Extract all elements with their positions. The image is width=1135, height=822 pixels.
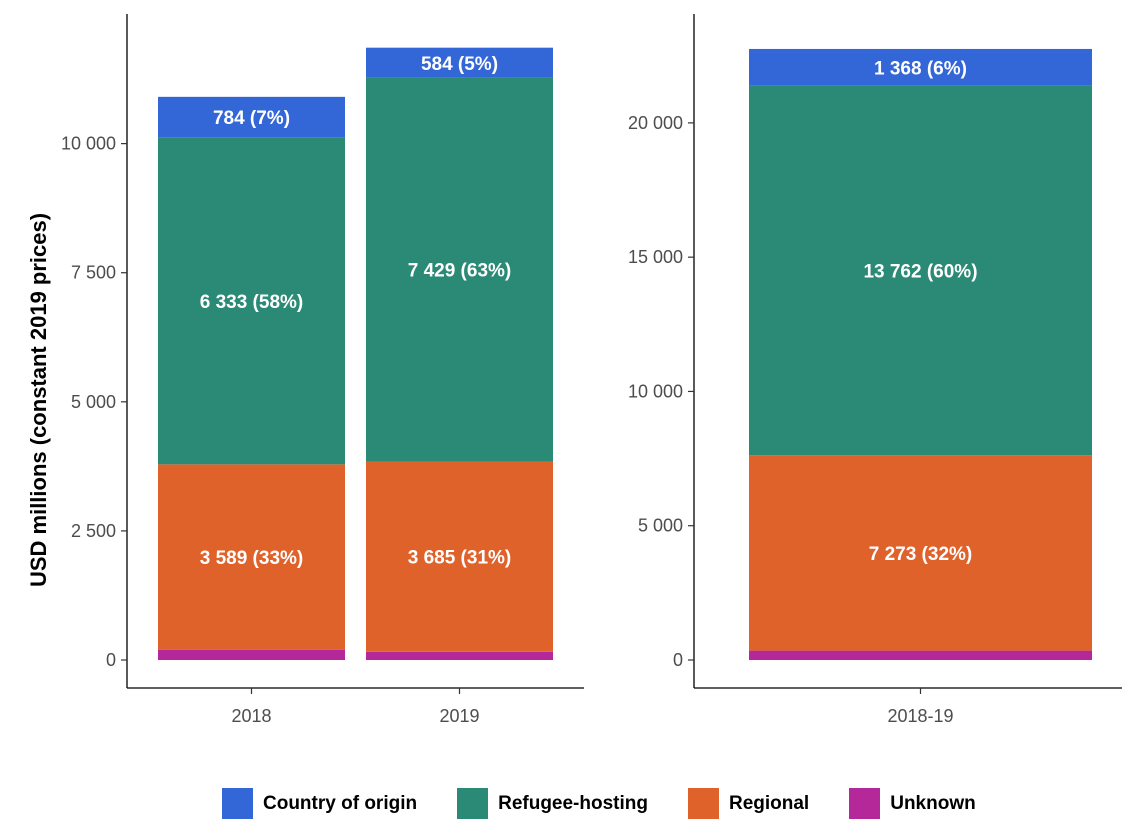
bar-2018-regional	[158, 464, 345, 650]
bar-2019-regional	[366, 461, 553, 652]
data-label-2018-19-regional: 7 273 (32%)	[869, 544, 973, 565]
x-tick-label-2018: 2018	[231, 706, 271, 726]
y-tick-label-1-1: 2 500	[71, 521, 116, 541]
data-label-2018-19-refugee-hosting: 13 762 (60%)	[863, 261, 977, 282]
bar-2018-19-unknown	[749, 650, 1092, 660]
legend-swatch-regional	[687, 788, 719, 819]
data-label-2018-country-of-origin: 784 (7%)	[213, 108, 290, 129]
legend-swatch-unknown	[849, 788, 881, 819]
legend-item-country-of-origin: Country of origin	[222, 788, 417, 819]
y-tick-label-1-3: 7 500	[71, 263, 116, 283]
chart-legend: Country of origin Refugee-hosting Region…	[222, 788, 1016, 819]
bar-2018-19-country-of-origin	[749, 48, 1092, 86]
data-label-2019-regional: 3 685 (31%)	[408, 548, 512, 569]
legend-label-unknown: Unknown	[890, 792, 976, 814]
bar-2019-unknown	[366, 651, 553, 660]
y-tick-label-2-3: 15 000	[628, 247, 683, 267]
data-label-2019-country-of-origin: 584 (5%)	[421, 54, 498, 75]
data-label-2018-regional: 3 589 (33%)	[200, 548, 304, 569]
legend-swatch-country-of-origin	[222, 788, 253, 819]
legend-label-refugee-hosting: Refugee-hosting	[498, 792, 648, 814]
data-label-2018-refugee-hosting: 6 333 (58%)	[200, 292, 304, 313]
legend-item-regional: Regional	[687, 788, 810, 819]
y-tick-label-2-0: 0	[673, 650, 683, 670]
data-label-2018-19-country-of-origin: 1 368 (6%)	[874, 58, 967, 79]
legend-item-unknown: Unknown	[849, 788, 976, 819]
y-tick-label-2-4: 20 000	[628, 113, 683, 133]
legend-label-regional: Regional	[728, 792, 810, 814]
bar-2018-refugee-hosting	[158, 137, 345, 465]
legend-label-country-of-origin: Country of origin	[263, 792, 418, 814]
legend-swatch-refugee-hosting	[457, 788, 489, 819]
y-tick-label-2-1: 5 000	[638, 516, 683, 536]
y-tick-label-1-2: 5 000	[71, 392, 116, 412]
bar-2018-unknown	[158, 649, 345, 660]
bar-2018-19-refugee-hosting	[749, 85, 1092, 456]
bar-2018-19-regional	[749, 455, 1092, 651]
bar-2019-country-of-origin	[366, 47, 553, 78]
legend-item-refugee-hosting: Refugee-hosting	[457, 788, 648, 819]
y-axis-title: USD millions (constant 2019 prices)	[26, 213, 51, 587]
y-tick-label-1-0: 0	[106, 650, 116, 670]
y-tick-label-2-2: 10 000	[628, 381, 683, 401]
chart-panel-2: 7 273 (32%) 13 762 (60%) 1 368 (6%) 2018-19…	[628, 14, 1122, 726]
x-tick-label-2019: 2019	[439, 706, 479, 726]
bar-2018-country-of-origin	[158, 96, 345, 138]
chart-panel-1: 3 589 (33%) 6 333 (58%) 784 (7%) 2018 3 685 …	[61, 14, 584, 726]
data-label-2019-refugee-hosting: 7 429 (63%)	[408, 261, 512, 282]
x-tick-label-2018-19: 2018-19	[887, 706, 953, 726]
bar-2019-refugee-hosting	[366, 77, 553, 462]
y-tick-label-1-4: 10 000	[61, 134, 116, 154]
